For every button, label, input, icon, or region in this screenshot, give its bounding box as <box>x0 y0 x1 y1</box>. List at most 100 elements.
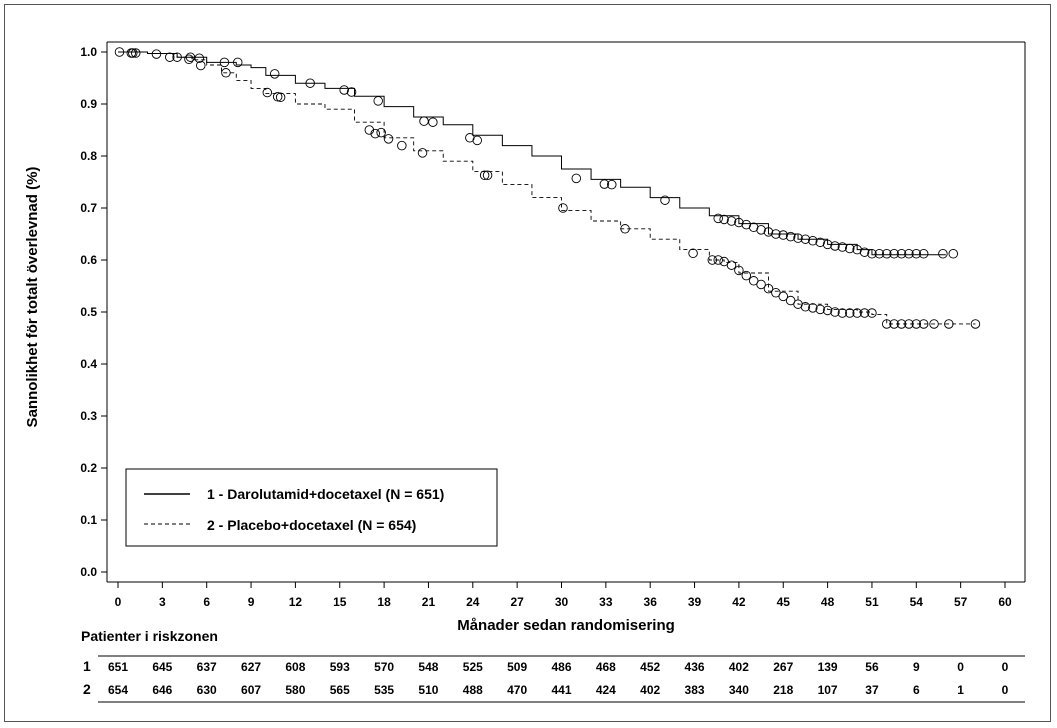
series-1-censor-mark <box>874 249 885 259</box>
series-2-censor-mark <box>845 308 855 318</box>
risk-cell-row1: 267 <box>773 660 793 674</box>
series-1-censor-mark <box>867 249 877 259</box>
risk-cell-row1: 9 <box>913 660 920 674</box>
risk-cell-row2: 654 <box>108 683 128 697</box>
series-1-censor-mark <box>428 117 438 127</box>
x-tick-label: 57 <box>954 595 968 609</box>
series-1-censor-mark <box>741 219 752 230</box>
series-1-censor-mark <box>130 48 141 58</box>
series-2-censor-mark <box>397 140 407 151</box>
series-1-censor-mark <box>918 249 929 259</box>
series-2-censor-mark <box>558 203 568 213</box>
series-2-censor-mark <box>867 308 877 318</box>
series-2-censor-mark <box>383 134 394 144</box>
risk-values: 651 645 637 627 608 593 570 548 525 509 486 468 452 4… <box>108 660 1009 697</box>
y-tick-label: 0.1 <box>80 513 97 527</box>
x-axis-title: Månader sedan randomisering <box>457 617 675 634</box>
risk-cell-row1: 486 <box>551 660 571 674</box>
risk-cell-row2: 510 <box>418 683 438 697</box>
series-1-censor-mark <box>859 247 870 257</box>
y-tick-label: 0.5 <box>80 305 97 319</box>
series-2-censor-mark <box>859 308 870 318</box>
series-1-censor-mark <box>465 133 475 143</box>
series-1-censor-mark <box>305 78 315 88</box>
series-2-censor-mark <box>482 170 493 180</box>
legend: 1 - Darolutamid+docetaxel (N = 651) 2 - … <box>125 468 498 547</box>
legend-label-series-1: 1 - Darolutamid+docetaxel (N = 651) <box>207 486 444 502</box>
risk-cell-row2: 37 <box>865 683 879 697</box>
series-2-censor-mark <box>815 304 825 315</box>
series-2-censor-mark <box>771 288 781 298</box>
series-2-censor-mark <box>221 68 231 78</box>
risk-cell-row2: 607 <box>241 683 261 697</box>
risk-cell-row1: 509 <box>507 660 527 674</box>
risk-cell-row1: 548 <box>418 660 438 674</box>
series-1-censor-mark <box>571 173 582 184</box>
legend-box <box>125 468 498 547</box>
x-tick-label: 18 <box>377 595 391 609</box>
risk-cell-row1: 645 <box>152 660 172 674</box>
y-ticks: 0.0 0.1 0.2 0.3 0.4 0.5 0.6 0.7 0.8 0.9 1.0 <box>80 45 107 579</box>
series-1-censor-mark <box>194 53 205 63</box>
series-1-censor-mark <box>889 249 899 259</box>
series-1-censor-mark <box>599 179 610 189</box>
risk-cell-row2: 1 <box>957 683 964 697</box>
y-tick-label: 0.2 <box>80 461 97 475</box>
series-1-censor-mark <box>346 87 357 97</box>
risk-cell-row1: 402 <box>729 660 749 674</box>
series-2-censor-mark <box>620 224 630 234</box>
series-1-censor-mark <box>904 249 914 259</box>
series-2-censor-mark <box>785 295 796 306</box>
risk-row-label-1: 1 <box>83 658 91 674</box>
series-1-censor-mark <box>822 239 833 250</box>
risk-cell-row2: 424 <box>596 683 616 697</box>
series-1-censor-mark <box>269 69 280 79</box>
y-tick-label: 0.4 <box>80 357 97 371</box>
series-2-censor-mark <box>726 260 737 270</box>
series-2-censor-mark <box>272 91 283 102</box>
risk-cell-row1: 0 <box>957 660 964 674</box>
x-tick-label: 27 <box>510 595 524 609</box>
series-2-censor-mark <box>822 305 833 316</box>
series-2-censor-mark <box>128 48 138 58</box>
series-2-censor-mark <box>734 265 744 276</box>
risk-cell-row2: 383 <box>685 683 705 697</box>
series-1-censor-mark <box>778 230 789 240</box>
y-tick-label: 1.0 <box>80 45 97 59</box>
figure-frame <box>4 4 1051 722</box>
risk-cell-row1: 627 <box>241 660 261 674</box>
series-1-censor-mark <box>713 213 723 224</box>
series-1-censor-mark <box>726 216 737 226</box>
risk-cell-row2: 0 <box>1002 683 1009 697</box>
risk-cell-row2: 630 <box>197 683 217 697</box>
series-2-censor-mark <box>713 255 723 265</box>
x-tick-label: 9 <box>248 595 255 609</box>
x-tick-label: 6 <box>203 595 210 609</box>
series-1-censor-mark <box>339 85 349 95</box>
series-1-censor-mark <box>881 249 892 259</box>
series-2-censor-mark <box>889 319 899 329</box>
x-tick-label: 15 <box>333 595 347 609</box>
x-tick-label: 36 <box>644 595 658 609</box>
x-tick-label: 42 <box>732 595 746 609</box>
risk-cell-row2: 340 <box>729 683 749 697</box>
series-1-censor-mark <box>660 195 670 205</box>
risk-cell-row1: 56 <box>865 660 879 674</box>
series-1-censor-mark <box>896 249 907 259</box>
series-1-line <box>118 51 946 256</box>
series-2-censor-mark <box>896 319 907 329</box>
series-1-censor-mark <box>938 249 948 259</box>
risk-cell-row2: 565 <box>330 683 350 697</box>
series-1-censor-mark <box>734 217 744 228</box>
series-1-censor-mark <box>607 179 617 190</box>
risk-cell-row1: 0 <box>1002 660 1009 674</box>
x-tick-label: 12 <box>289 595 303 609</box>
y-tick-label: 0.8 <box>80 149 97 163</box>
series-2-censor-mark <box>793 299 803 309</box>
series-2-censor-mark <box>970 319 981 329</box>
x-tick-label: 45 <box>777 595 791 609</box>
series-1-censor-mark <box>815 237 825 248</box>
series-2-censor-mark <box>837 308 848 318</box>
series-1-censor-mark <box>172 52 182 62</box>
